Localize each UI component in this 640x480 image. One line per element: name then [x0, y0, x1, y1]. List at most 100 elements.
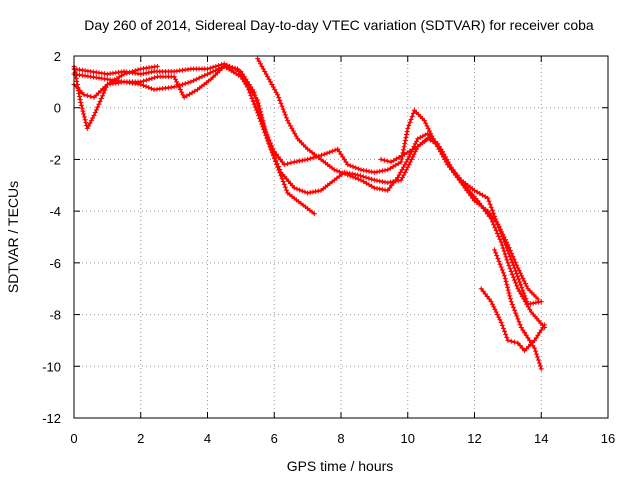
- data-point: [84, 93, 90, 99]
- data-point: [205, 66, 210, 72]
- series-track-3: [71, 63, 548, 330]
- data-point: [515, 286, 521, 292]
- data-point: [273, 151, 279, 157]
- data-point: [499, 229, 505, 235]
- data-point: [293, 133, 299, 139]
- data-point: [353, 165, 359, 171]
- data-point: [443, 159, 449, 165]
- data-point: [502, 251, 508, 257]
- data-point: [339, 170, 345, 176]
- series-track-7: [492, 247, 544, 372]
- data-point: [129, 69, 135, 75]
- data-point: [248, 93, 254, 99]
- data-point: [290, 128, 296, 134]
- data-point: [488, 204, 494, 210]
- data-point: [80, 108, 86, 114]
- data-point: [369, 169, 375, 175]
- data-point: [76, 90, 82, 96]
- data-point: [135, 67, 141, 73]
- data-point: [447, 164, 453, 170]
- data-point: [274, 161, 280, 167]
- data-point: [88, 94, 94, 100]
- data-point: [497, 317, 503, 323]
- data-point: [460, 182, 466, 188]
- data-point: [127, 69, 133, 75]
- data-point: [505, 260, 511, 266]
- data-point: [496, 224, 502, 230]
- data-point: [485, 195, 491, 201]
- data-point: [264, 135, 270, 141]
- data-point: [535, 296, 541, 302]
- data-point: [242, 79, 248, 85]
- data-point: [282, 112, 288, 118]
- data-point: [272, 87, 278, 93]
- data-point: [171, 84, 177, 90]
- data-point: [256, 58, 262, 64]
- data-point: [395, 175, 401, 181]
- data-point: [182, 81, 188, 87]
- data-point: [280, 179, 286, 185]
- data-point: [281, 162, 287, 168]
- series-track-6: [478, 286, 548, 354]
- data-point: [255, 56, 261, 62]
- data-point: [466, 190, 472, 196]
- data-point: [396, 154, 402, 160]
- data-point: [422, 138, 428, 144]
- data-point: [336, 173, 342, 179]
- data-point: [360, 174, 366, 180]
- data-point: [516, 288, 522, 294]
- data-point: [146, 76, 152, 82]
- data-point: [489, 301, 495, 307]
- data-point: [281, 109, 287, 115]
- data-point: [338, 151, 344, 157]
- data-point: [522, 330, 528, 336]
- data-point: [285, 161, 291, 167]
- data-point: [493, 228, 499, 234]
- data-point: [503, 254, 509, 260]
- data-point: [521, 296, 527, 302]
- data-point: [498, 264, 504, 270]
- data-point: [329, 148, 335, 154]
- data-point: [98, 96, 104, 102]
- data-point: [278, 100, 284, 106]
- y-tick-label: -8: [49, 308, 61, 323]
- data-point: [277, 98, 283, 104]
- data-point: [259, 63, 265, 69]
- y-tick-label: -4: [49, 204, 61, 219]
- data-point: [355, 166, 361, 172]
- data-point: [319, 152, 325, 158]
- data-point: [510, 304, 516, 310]
- data-point: [174, 79, 180, 85]
- data-point: [527, 306, 533, 312]
- data-point: [512, 339, 518, 345]
- data-point: [503, 331, 509, 337]
- ticks: 0 2 4 6 8 10 12 14 16 -12 -10 -8 -6 -4 -2 0 2: [42, 49, 615, 446]
- data-point: [496, 258, 502, 264]
- data-point: [280, 106, 286, 112]
- data-point: [494, 230, 500, 236]
- data-point: [86, 123, 92, 129]
- data-point: [315, 188, 321, 194]
- data-point: [377, 178, 383, 184]
- data-point: [189, 90, 195, 96]
- data-point: [515, 273, 521, 279]
- data-point: [501, 248, 507, 254]
- data-point: [404, 150, 410, 156]
- data-point: [395, 178, 401, 184]
- data-point: [430, 138, 436, 144]
- data-point: [391, 157, 397, 163]
- data-point: [505, 284, 511, 290]
- data-point: [520, 275, 526, 281]
- data-point: [152, 75, 158, 81]
- data-point: [72, 69, 78, 75]
- data-point: [74, 78, 80, 84]
- data-point: [263, 71, 269, 77]
- data-point: [468, 193, 474, 199]
- data-point: [102, 87, 108, 93]
- data-point: [393, 177, 399, 183]
- data-point: [297, 187, 303, 193]
- y-axis-label: SDTVAR / TECUs: [5, 181, 21, 293]
- data-point: [221, 63, 227, 69]
- data-point: [409, 113, 415, 119]
- data-point: [393, 156, 399, 162]
